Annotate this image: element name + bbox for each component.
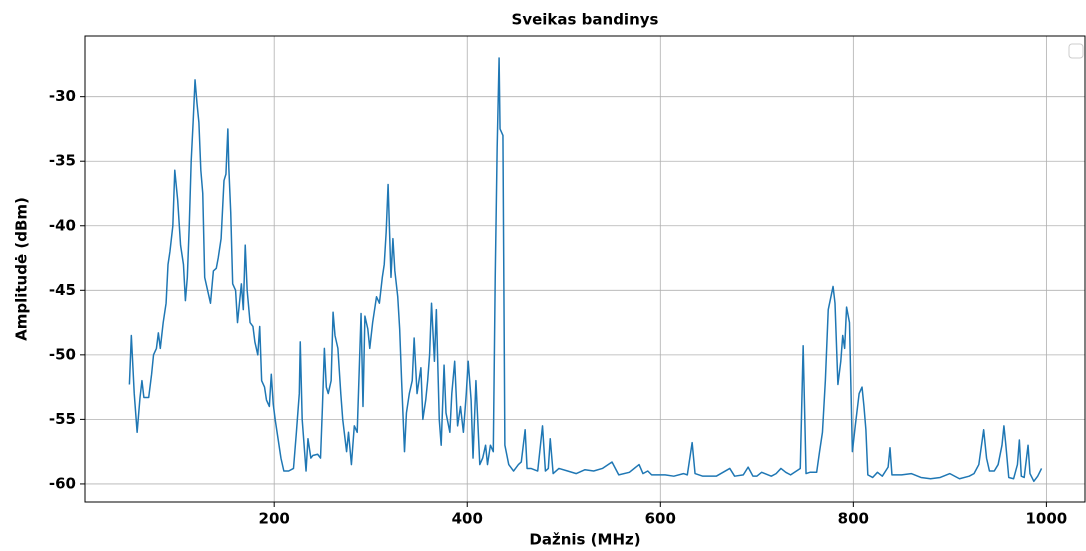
y-tick-label: -35	[49, 152, 76, 170]
y-tick-label: -30	[49, 87, 76, 105]
plot-frame	[84, 35, 1086, 503]
x-tick-label: 1000	[1026, 510, 1068, 528]
y-axis-label: Amplitudė (dBm)	[13, 197, 31, 341]
data-line	[128, 57, 1043, 483]
y-tick-label: -55	[49, 410, 76, 428]
chart-title: Sveikas bandinys	[512, 11, 659, 29]
x-tick-label: 800	[838, 510, 869, 528]
y-tick-label: -45	[49, 281, 76, 299]
x-tick-label: 600	[645, 510, 676, 528]
x-tick-label: 400	[452, 510, 483, 528]
x-axis-label: Dažnis (MHz)	[529, 531, 640, 549]
legend-box	[1068, 43, 1084, 59]
y-tick-label: -40	[49, 216, 76, 234]
x-tick-label: 200	[259, 510, 290, 528]
y-tick-label: -60	[49, 474, 76, 492]
y-tick-label: -50	[49, 345, 76, 363]
